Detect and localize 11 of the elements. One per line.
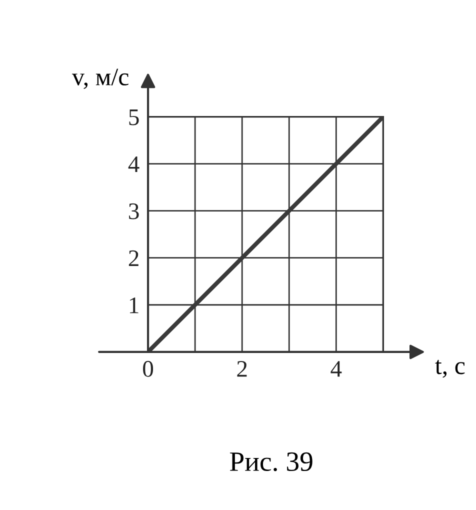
x-tick-label: 0 (143, 360, 154, 377)
text: Рис. 39 (230, 452, 312, 472)
x-axis-title: t, с (435, 360, 465, 378)
y-tick-label: 4 (128, 156, 140, 172)
x-tick-label: 4 (330, 361, 342, 377)
y-tick-label: 2 (128, 250, 138, 266)
y-tick-label: 1 (130, 297, 138, 314)
x-tick-label: 2 (237, 360, 247, 377)
y-tick-label: 5 (129, 110, 139, 126)
y-axis-title: v, м/с (72, 68, 128, 90)
y-tick-label: 3 (129, 203, 139, 220)
